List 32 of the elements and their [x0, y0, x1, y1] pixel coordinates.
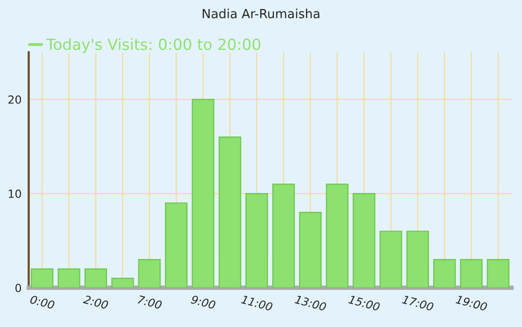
- bar: [326, 184, 348, 288]
- bar: [111, 278, 134, 288]
- bar: [58, 268, 80, 288]
- bar: [406, 230, 429, 288]
- x-tick-label: 2:00: [82, 294, 109, 310]
- y-tick-label: 0: [15, 284, 22, 292]
- x-tick-label: 19:00: [456, 295, 488, 312]
- x-tick-label: 7:00: [138, 295, 162, 310]
- bar: [352, 193, 376, 288]
- x-tick-label: 15:00: [348, 295, 380, 312]
- bar: [299, 212, 322, 288]
- x-tick-label: 17:00: [402, 295, 434, 312]
- bar: [460, 258, 483, 288]
- text: Today's Visits: 0:00 to 20:00: [46, 38, 260, 54]
- y-tick-label: 20: [8, 95, 22, 104]
- y-tick-label: 10: [8, 190, 22, 198]
- bar: [30, 268, 54, 288]
- bar: [272, 184, 295, 288]
- x-tick-label: 9:00: [190, 295, 216, 310]
- bar: [245, 193, 268, 288]
- bar: [84, 268, 108, 288]
- chart-title: Nadia Ar-Rumaisha: [202, 8, 320, 18]
- bar: [138, 258, 161, 288]
- bar: [433, 258, 456, 288]
- bar: [380, 230, 402, 288]
- x-tick-label: 11:00: [240, 295, 273, 312]
- bar: [192, 98, 214, 288]
- bar: [218, 136, 242, 288]
- x-tick-label: 0:00: [30, 295, 55, 310]
- x-tick-label: 13:00: [294, 295, 327, 312]
- bar: [486, 258, 510, 288]
- bar: [164, 202, 188, 288]
